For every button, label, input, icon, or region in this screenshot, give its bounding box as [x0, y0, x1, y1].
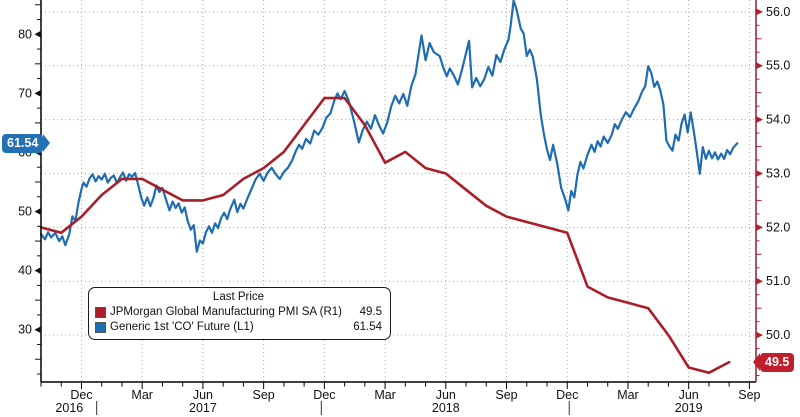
left-axis-tick-label: 70: [18, 86, 32, 100]
left-tick-arrow-icon: [34, 208, 41, 216]
left-axis-tick-label: 30: [18, 323, 32, 337]
x-axis-quarter-label: Sep: [253, 388, 275, 402]
x-axis-quarter-label: Mar: [617, 388, 639, 402]
oil-last-price-badge: 61.54: [2, 133, 51, 153]
x-axis-quarter-label: Sep: [495, 388, 517, 402]
left-tick-arrow-icon: [34, 30, 41, 38]
right-axis-tick-label: 56.0: [766, 5, 790, 19]
left-tick-arrow-icon: [34, 89, 41, 97]
right-tick-arrow-icon: [756, 62, 763, 70]
right-axis-tick-label: 55.0: [766, 59, 790, 73]
right-tick-arrow-icon: [756, 331, 763, 339]
right-axis-tick-label: 52.0: [766, 220, 790, 234]
right-axis-tick-label: 50.0: [766, 328, 790, 342]
right-tick-arrow-icon: [756, 116, 763, 124]
pmi-last-price-badge: 49.5: [753, 352, 795, 372]
x-axis-year-label: 2016: [55, 401, 83, 415]
left-tick-arrow-icon: [34, 267, 41, 275]
x-axis-quarter-label: Jun: [436, 388, 456, 402]
oil-price-line: [39, 0, 739, 253]
legend-title: Last Price: [212, 291, 265, 303]
x-axis-quarter-label: Dec: [556, 388, 578, 402]
x-axis-year-label: 2019: [675, 401, 703, 415]
pmi-series-label: JPMorgan Global Manufacturing PMI SA (R1…: [110, 306, 343, 318]
legend-item-oil: Generic 1st 'CO' Future (L1) 61.54: [95, 320, 382, 335]
badge-pointer-icon: [753, 352, 760, 371]
x-axis-year-label: 2017: [189, 401, 217, 415]
pmi-last-price-value: 49.5: [765, 355, 790, 370]
right-tick-arrow-icon: [756, 277, 763, 285]
x-axis-quarter-label: Dec: [70, 388, 92, 402]
x-axis-quarter-label: Dec: [313, 388, 335, 402]
x-axis-year-label: 2018: [432, 401, 460, 415]
left-axis-tick-label: 40: [18, 264, 32, 278]
right-tick-arrow-icon: [756, 223, 763, 231]
oil-series-swatch: [95, 322, 106, 333]
oil-last-price-value: 61.54: [7, 136, 39, 151]
left-axis-tick-label: 50: [18, 205, 32, 219]
right-axis-tick-label: 53.0: [766, 166, 790, 180]
badge-pointer-icon: [43, 133, 51, 152]
left-tick-arrow-icon: [34, 326, 41, 334]
x-axis-quarter-label: Mar: [374, 388, 396, 402]
oil-series-label: Generic 1st 'CO' Future (L1): [110, 321, 254, 333]
left-axis-tick-label: 80: [18, 27, 32, 41]
x-axis-quarter-label: Jun: [193, 388, 213, 402]
pmi-line: [39, 96, 731, 375]
right-axis-tick-label: 54.0: [766, 113, 790, 127]
x-axis-quarter-label: Jun: [679, 388, 699, 402]
right-tick-arrow-icon: [756, 169, 763, 177]
right-axis-tick-label: 51.0: [766, 274, 790, 288]
right-tick-arrow-icon: [756, 8, 763, 16]
legend-item-pmi: JPMorgan Global Manufacturing PMI SA (R1…: [95, 305, 382, 320]
x-axis-quarter-label: Mar: [131, 388, 153, 402]
pmi-series-value: 49.5: [359, 306, 382, 318]
oil-series-value: 61.54: [353, 321, 382, 333]
pmi-series-swatch: [95, 307, 106, 318]
legend: Last Price JPMorgan Global Manufacturing…: [88, 287, 391, 340]
x-axis-quarter-label: Sep: [738, 388, 760, 402]
